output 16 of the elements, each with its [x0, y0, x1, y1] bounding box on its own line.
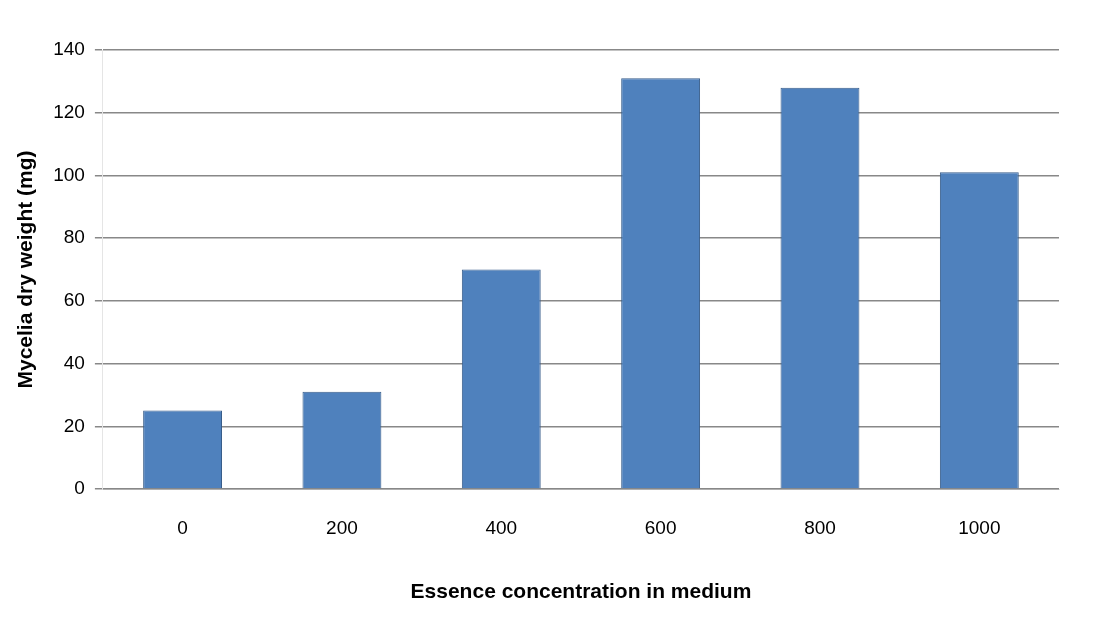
y-axis-title: Mycelia dry weight (mg)	[13, 150, 37, 389]
y-tick-label: 100	[53, 163, 85, 185]
x-tick-label: 800	[804, 516, 836, 538]
x-axis-title: Essence concentration in medium	[410, 579, 752, 603]
y-tick-label: 20	[63, 414, 85, 436]
y-tick-label: 40	[63, 351, 85, 373]
x-tick-label: 400	[485, 516, 518, 538]
x-tick-label: 200	[326, 516, 358, 538]
y-tick-label: 120	[53, 100, 85, 122]
x-tick-label: 0	[177, 516, 188, 538]
x-tick-label: 1000	[958, 516, 1001, 538]
y-tick-label: 140	[53, 38, 85, 60]
y-tick-label: 0	[74, 477, 85, 499]
y-tick-label: 60	[63, 289, 85, 311]
y-tick-label: 80	[63, 226, 85, 248]
x-tick-label: 600	[644, 516, 677, 538]
